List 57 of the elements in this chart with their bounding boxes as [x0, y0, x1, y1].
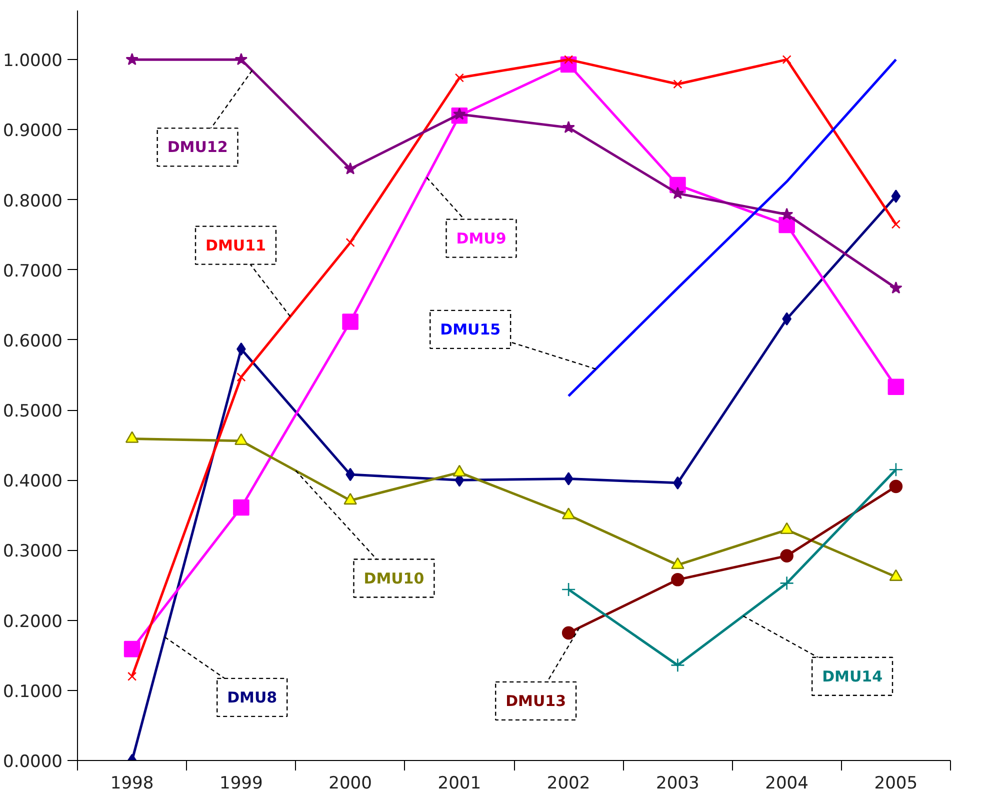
point: [342, 314, 358, 330]
x-tick-label: 1999: [220, 774, 263, 794]
y-tick-label: 0.4000: [3, 472, 62, 492]
y-tick-label: 0.1000: [3, 682, 62, 702]
text: DMU14: [822, 667, 883, 686]
point: [782, 55, 792, 64]
point: [780, 549, 794, 562]
y-tick-label: 0.2000: [3, 612, 62, 632]
point: [891, 190, 901, 203]
point: [124, 640, 140, 658]
point: [888, 378, 904, 396]
y-tick-label: 0.8000: [3, 191, 62, 212]
text: DMU10: [364, 569, 424, 588]
y-tick-label: 1.0000: [3, 51, 62, 72]
point: [346, 238, 355, 248]
y-tick-label: 0.9000: [3, 121, 62, 142]
text: DMU12: [167, 138, 228, 156]
point: [891, 220, 900, 229]
x-tick-label: 2000: [328, 774, 372, 794]
point: [562, 120, 575, 134]
point: [780, 576, 794, 590]
y-tick-label: 0.0000: [3, 752, 62, 772]
point: [564, 472, 574, 486]
y-tick-label: 0.5000: [3, 402, 62, 422]
text: DMU15: [440, 320, 501, 338]
text: DMU8: [227, 688, 278, 706]
y-tick-label: 0.3000: [3, 542, 62, 562]
line-series: [567, 58, 898, 398]
x-tick-label: 1998: [110, 774, 154, 794]
x-tick-label: 2001: [438, 774, 482, 794]
point: [889, 480, 903, 494]
text: DMU11: [206, 236, 266, 254]
point: [561, 582, 576, 597]
x-tick-label: 2005: [874, 774, 918, 794]
x-tick-label: 2004: [765, 774, 808, 794]
point: [233, 499, 250, 516]
point: [234, 52, 248, 66]
point: [780, 208, 794, 220]
point: [671, 186, 684, 199]
point: [562, 626, 576, 640]
text: DMU9: [456, 229, 506, 248]
point: [344, 162, 357, 174]
point: [890, 281, 902, 294]
x-tick-label: 2002: [546, 774, 590, 794]
point: [778, 216, 795, 234]
point: [670, 658, 685, 672]
point: [126, 52, 138, 66]
point: [671, 573, 684, 586]
point: [673, 80, 682, 89]
y-tick-label: 0.7000: [3, 261, 62, 282]
x-tick-label: 2003: [656, 774, 700, 794]
point: [888, 462, 904, 477]
point: [128, 672, 137, 681]
y-tick-label: 0.6000: [3, 331, 62, 352]
point: [454, 73, 464, 82]
point: [236, 372, 246, 382]
text: DMU13: [506, 692, 566, 710]
